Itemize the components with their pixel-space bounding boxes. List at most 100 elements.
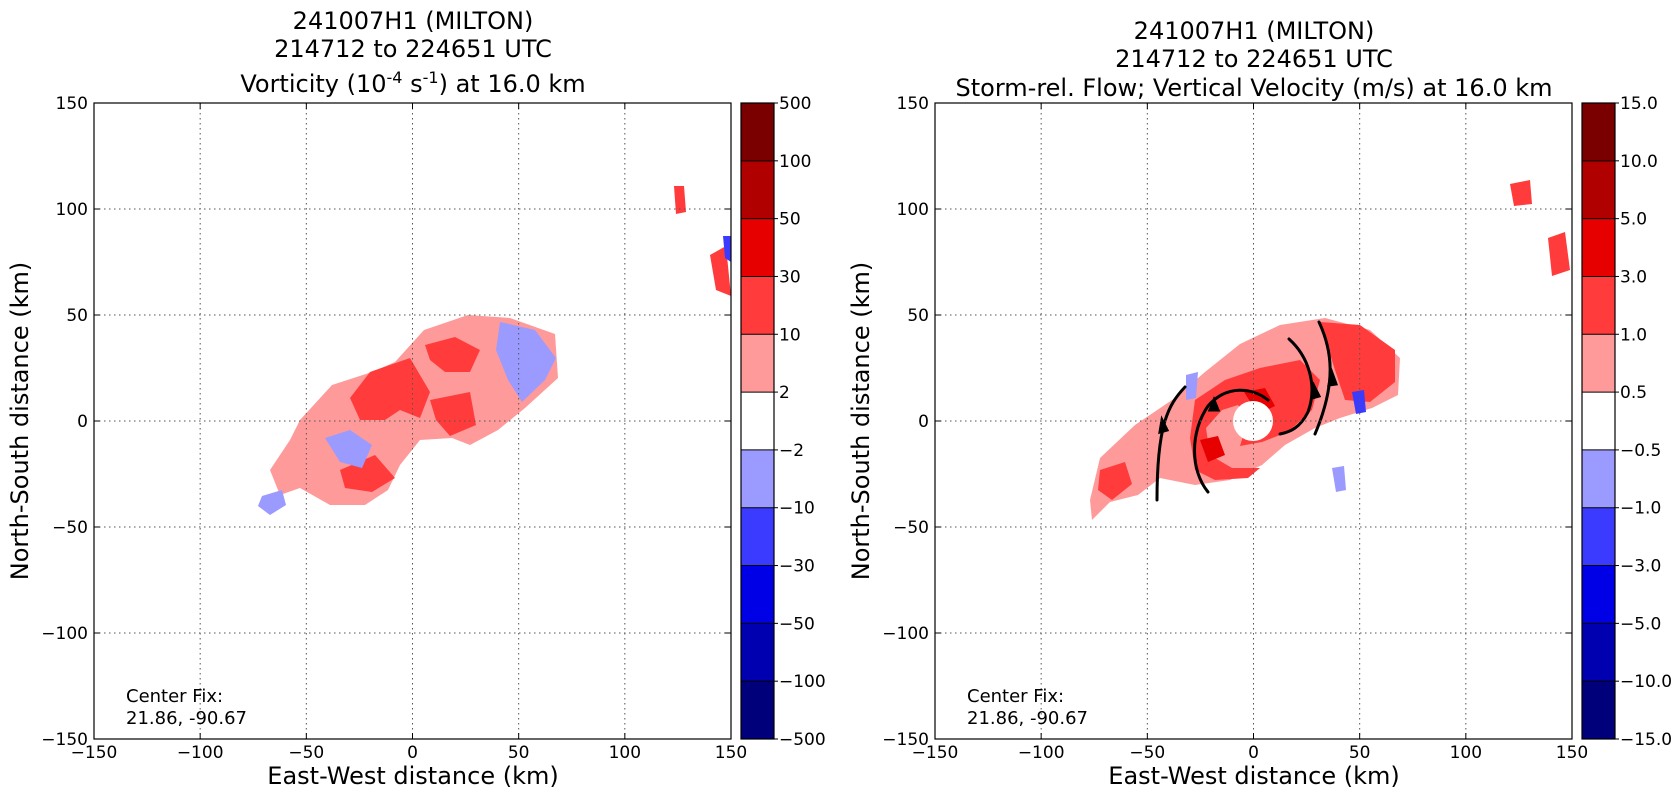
x-tick-label: −150 bbox=[912, 743, 959, 763]
y-tick-label: 0 bbox=[77, 412, 88, 432]
right-flow-streamlines bbox=[1155, 320, 1339, 502]
left-center-fix-label: Center Fix: bbox=[126, 686, 223, 707]
colorbar-band bbox=[741, 103, 774, 162]
colorbar-tick-label: −100 bbox=[779, 672, 826, 692]
colorbar-tick-label: −30 bbox=[779, 557, 815, 577]
colorbar-band bbox=[741, 218, 774, 277]
right-y-axis-label: North-South distance (km) bbox=[847, 262, 875, 581]
streamline-eyewall-east bbox=[1278, 337, 1314, 436]
left-x-axis-label: East-West distance (km) bbox=[267, 762, 558, 790]
colorbar-frame bbox=[740, 102, 775, 740]
left-title-line1: 241007H1 (MILTON) bbox=[293, 7, 534, 35]
left-negative-region-west bbox=[325, 430, 372, 468]
streamline-eyewall-west bbox=[1193, 388, 1270, 494]
colorbar-tick-label: −1.0 bbox=[1620, 499, 1661, 519]
colorbar-band bbox=[1582, 507, 1615, 567]
colorbar-tick-label: 10 bbox=[779, 325, 801, 345]
colorbar-tick-label: 0.5 bbox=[1620, 383, 1647, 403]
left-y-tick-labels: 150 100 50 0 −50 −100 −150 bbox=[41, 94, 88, 750]
right-colorbar: 15.0 10.0 5.0 3.0 1.0 0.5 −0.5 −1.0 −3.0 −5.0 −10.… bbox=[1581, 94, 1672, 750]
colorbar-tick-label: 1.0 bbox=[1620, 325, 1647, 345]
right-updraft-patch-ne bbox=[1510, 180, 1532, 206]
colorbar-band bbox=[741, 449, 774, 509]
streamline-far-east bbox=[1313, 320, 1332, 436]
colorbar-tick-label: 15.0 bbox=[1620, 94, 1658, 114]
colorbar-band bbox=[741, 276, 774, 335]
left-title-line2: 214712 to 224651 UTC bbox=[274, 35, 552, 63]
x-tick-label: 50 bbox=[1349, 743, 1371, 763]
right-updraft-band-ne bbox=[1320, 322, 1395, 402]
colorbar-tick-label: −10.0 bbox=[1620, 672, 1672, 692]
colorbar-band bbox=[1582, 623, 1615, 682]
colorbar-tick-label: 5.0 bbox=[1620, 210, 1647, 230]
x-tick-label: 150 bbox=[715, 743, 747, 763]
colorbar-tick-label: 3.0 bbox=[1620, 267, 1647, 287]
colorbar-band bbox=[1582, 392, 1615, 451]
colorbar-tick-label: −500 bbox=[779, 730, 826, 750]
y-tick-label: 50 bbox=[66, 306, 88, 326]
colorbar-band bbox=[741, 623, 774, 682]
left-title-line3: Vorticity (10-4 s-1) at 16.0 km bbox=[240, 68, 585, 98]
right-eye-clear-region bbox=[1233, 401, 1273, 441]
x-tick-label: 0 bbox=[1248, 743, 1259, 763]
colorbar-tick-label: −15.0 bbox=[1620, 730, 1672, 750]
x-tick-label: −100 bbox=[177, 743, 224, 763]
x-tick-label: −50 bbox=[288, 743, 324, 763]
left-plot-area: −150 −100 −50 0 50 100 150 150100500−50−100−15… bbox=[41, 94, 747, 763]
left-positive-band-south bbox=[430, 392, 476, 436]
x-tick-label: 100 bbox=[1450, 743, 1482, 763]
left-positive-band-north bbox=[425, 337, 480, 372]
colorbar-tick-label: 30 bbox=[779, 267, 801, 287]
colorbar-tick-label: −50 bbox=[779, 614, 815, 634]
right-updraft-band-sw bbox=[1098, 462, 1132, 500]
y-tick-label: −50 bbox=[52, 518, 88, 538]
colorbar-frame bbox=[1581, 102, 1616, 740]
y-tick-label: −50 bbox=[893, 518, 929, 538]
y-tick-label: −150 bbox=[882, 730, 929, 750]
right-grid bbox=[935, 103, 1572, 739]
y-tick-label: 50 bbox=[907, 306, 929, 326]
right-tick-marks bbox=[934, 102, 1573, 740]
right-strong-updraft-west bbox=[1200, 436, 1225, 462]
y-tick-label: −150 bbox=[41, 730, 88, 750]
colorbar-band bbox=[1582, 160, 1615, 220]
right-downdraft-se bbox=[1332, 466, 1346, 492]
left-panel: 241007H1 (MILTON) 214712 to 224651 UTC V… bbox=[6, 7, 826, 790]
colorbar-tick-label: −5.0 bbox=[1620, 614, 1661, 634]
colorbar-band bbox=[1582, 103, 1615, 162]
colorbar-band bbox=[741, 565, 774, 624]
right-panel: 241007H1 (MILTON) 214712 to 224651 UTC S… bbox=[847, 17, 1672, 790]
y-tick-label: 100 bbox=[56, 200, 88, 220]
right-center-fix-label: Center Fix: bbox=[967, 686, 1064, 707]
right-downdraft-west bbox=[1186, 372, 1198, 400]
x-tick-label: 0 bbox=[407, 743, 418, 763]
colorbar-tick-label: 10.0 bbox=[1620, 152, 1658, 172]
colorbar-band bbox=[1582, 218, 1615, 277]
streamline-arrowhead-4 bbox=[1327, 367, 1339, 387]
left-x-tick-labels: −150 −100 −50 0 50 100 150 bbox=[71, 743, 748, 763]
right-y-tick-labels: 150 100 50 0 −50 −100 −150 bbox=[882, 94, 929, 750]
streamline-arrowhead-3 bbox=[1310, 381, 1322, 401]
left-positive-vortex-core bbox=[350, 358, 430, 420]
left-negative-patch-sw bbox=[258, 490, 286, 515]
colorbar-tick-label: −3.0 bbox=[1620, 557, 1661, 577]
left-colorbar: 500 100 50 30 10 2 −2 −10 −30 −50 −100 −500 bbox=[740, 94, 826, 750]
right-velocity-field bbox=[1090, 180, 1570, 520]
left-y-axis-label: North-South distance (km) bbox=[6, 262, 34, 581]
x-tick-label: 150 bbox=[1556, 743, 1588, 763]
right-x-tick-labels: −150 −100 −50 0 50 100 150 bbox=[912, 743, 1589, 763]
streamline-arrowhead-2 bbox=[1207, 395, 1221, 412]
y-tick-label: 150 bbox=[56, 94, 88, 114]
x-tick-label: 50 bbox=[508, 743, 530, 763]
colorbar-band bbox=[741, 334, 774, 393]
colorbar-band bbox=[1582, 276, 1615, 335]
colorbar-tick-label: −0.5 bbox=[1620, 441, 1661, 461]
left-positive-patch-ne bbox=[674, 186, 686, 214]
colorbar-band bbox=[1582, 334, 1615, 393]
colorbar-tick-label: 100 bbox=[779, 152, 811, 172]
y-tick-label: 150 bbox=[897, 94, 929, 114]
left-grid bbox=[94, 103, 731, 739]
streamline-arrowhead-1 bbox=[1158, 415, 1170, 435]
x-tick-label: 100 bbox=[609, 743, 641, 763]
